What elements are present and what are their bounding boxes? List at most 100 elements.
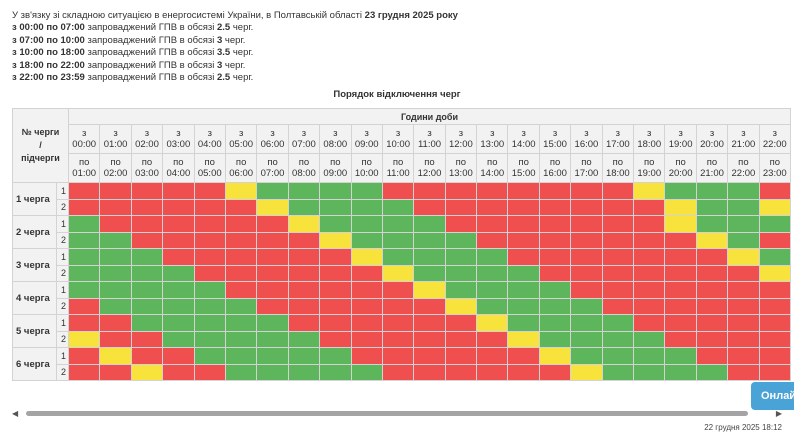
hour-from-cell: з 03:00: [162, 124, 195, 154]
outage-cell-maybe: [413, 281, 446, 299]
outage-cell-on: [413, 215, 446, 233]
horizontal-scrollbar[interactable]: ◀ ▶: [12, 408, 782, 420]
outage-cell-off: [256, 297, 289, 315]
outage-cell-on: [507, 281, 540, 299]
outage-cell-on: [538, 314, 572, 332]
schedule-row: 2: [13, 297, 791, 315]
hour-to-cell: по 03:00: [130, 153, 164, 183]
outage-cell-off: [287, 231, 321, 249]
outage-cell-on: [67, 248, 101, 266]
to-word: по: [769, 157, 780, 168]
outage-cell-on: [130, 248, 164, 266]
scroll-right-icon[interactable]: ▶: [775, 409, 782, 418]
from-word: з: [364, 128, 369, 139]
outage-cell-on: [287, 198, 321, 216]
outage-cell-on: [507, 264, 540, 282]
outage-cell-off: [476, 215, 509, 233]
to-word: по: [141, 157, 153, 168]
outage-cell-off: [601, 281, 635, 299]
queue-amount: 3.5: [216, 47, 231, 59]
subqueue-label-cell: 1: [56, 314, 69, 332]
announcement-line: з 22:00 по 23:59 запроваджений ГПВ в обс…: [12, 72, 458, 84]
hour-to-cell: по 05:00: [193, 153, 226, 183]
scroll-left-icon[interactable]: ◀: [12, 409, 19, 418]
hour-from-cell: з 08:00: [319, 124, 352, 154]
period-start: 10:00: [19, 47, 44, 59]
outage-cell-off: [444, 182, 478, 200]
period-end: 22:00: [60, 59, 85, 71]
queue-label-cell: 4 черга: [12, 281, 57, 315]
announcement-date: 23 грудня 2025 року: [364, 10, 458, 21]
outage-cell-on: [162, 297, 195, 315]
subqueue-label-cell: 2: [56, 231, 69, 249]
outage-cell-on: [413, 248, 446, 266]
queue-label-cell: 2 черга: [12, 215, 57, 249]
queue-column-header: № черги / підчерги: [12, 108, 69, 183]
outage-cell-off: [601, 248, 635, 266]
outage-cell-off: [162, 215, 195, 233]
schedule-row: 5 черга 1: [12, 314, 791, 348]
outage-cell-off: [664, 297, 697, 315]
outage-cell-off: [664, 264, 697, 282]
outage-cell-on: [319, 363, 352, 381]
outage-cell-off: [664, 314, 697, 332]
outage-cell-on: [664, 347, 697, 365]
outage-cell-off: [664, 281, 697, 299]
hour-to: 23:00: [762, 168, 787, 179]
period-end-word: по: [46, 72, 58, 84]
line-text: запроваджений ГПВ в обсязі: [87, 47, 215, 59]
hour-from: 04:00: [197, 139, 222, 150]
queue-label: № черги: [21, 127, 60, 137]
from-word: з: [270, 128, 275, 139]
outage-cell-off: [758, 297, 791, 315]
hour-to: 20:00: [668, 168, 693, 179]
outage-cell-on: [758, 248, 791, 266]
outage-cell-off: [381, 297, 415, 315]
outage-cell-off: [538, 215, 572, 233]
hour-from: 00:00: [72, 139, 97, 150]
from-word: з: [741, 128, 746, 139]
queue-label-cell: 5 черга: [12, 314, 57, 348]
subqueue-label-cell: 2: [56, 330, 69, 348]
scroll-thumb[interactable]: [26, 411, 748, 416]
outage-cell-off: [695, 248, 729, 266]
hour-from-cell: з 20:00: [695, 124, 729, 154]
to-word: по: [581, 157, 592, 168]
outage-cell-off: [695, 314, 729, 332]
outage-cell-off: [727, 281, 760, 299]
outage-cell-off: [224, 215, 258, 233]
outage-cell-off: [381, 182, 415, 200]
hour-to: 22:00: [731, 168, 756, 179]
from-word: з: [709, 128, 715, 139]
outage-cell-off: [350, 347, 383, 365]
outage-cell-on: [224, 314, 258, 332]
hour-from: 06:00: [260, 139, 285, 150]
outage-cell-on: [413, 231, 446, 249]
outage-cell-off: [350, 281, 383, 299]
outage-cell-on: [162, 281, 195, 299]
hour-from-cell: з 17:00: [601, 124, 635, 154]
hour-to: 03:00: [135, 168, 159, 179]
outage-cell-on: [381, 248, 415, 266]
period-end: 23:59: [60, 72, 85, 84]
hour-to-cell: по 15:00: [507, 153, 540, 183]
to-word: по: [204, 157, 215, 168]
outage-cell-on: [381, 215, 415, 233]
outage-cell-on: [381, 231, 415, 249]
period-end: 07:00: [60, 22, 85, 34]
hour-to: 17:00: [574, 168, 599, 179]
announcement-lines: з 00:00 по 07:00 запроваджений ГПВ в обс…: [12, 22, 458, 84]
hour-to-cell: по 01:00: [67, 153, 101, 183]
hour-from: 02:00: [135, 139, 159, 150]
outage-cell-on: [476, 248, 509, 266]
outage-cell-on: [444, 231, 478, 249]
online-chat-button[interactable]: Онлай: [751, 382, 794, 410]
from-word: з: [395, 128, 401, 139]
hour-from: 07:00: [292, 139, 316, 150]
outage-cell-off: [413, 198, 446, 216]
from-word: з: [238, 128, 244, 139]
period-start-word: з: [12, 59, 17, 71]
outage-cell-off: [476, 231, 509, 249]
hour-to: 02:00: [103, 168, 128, 179]
from-word: з: [584, 128, 589, 139]
